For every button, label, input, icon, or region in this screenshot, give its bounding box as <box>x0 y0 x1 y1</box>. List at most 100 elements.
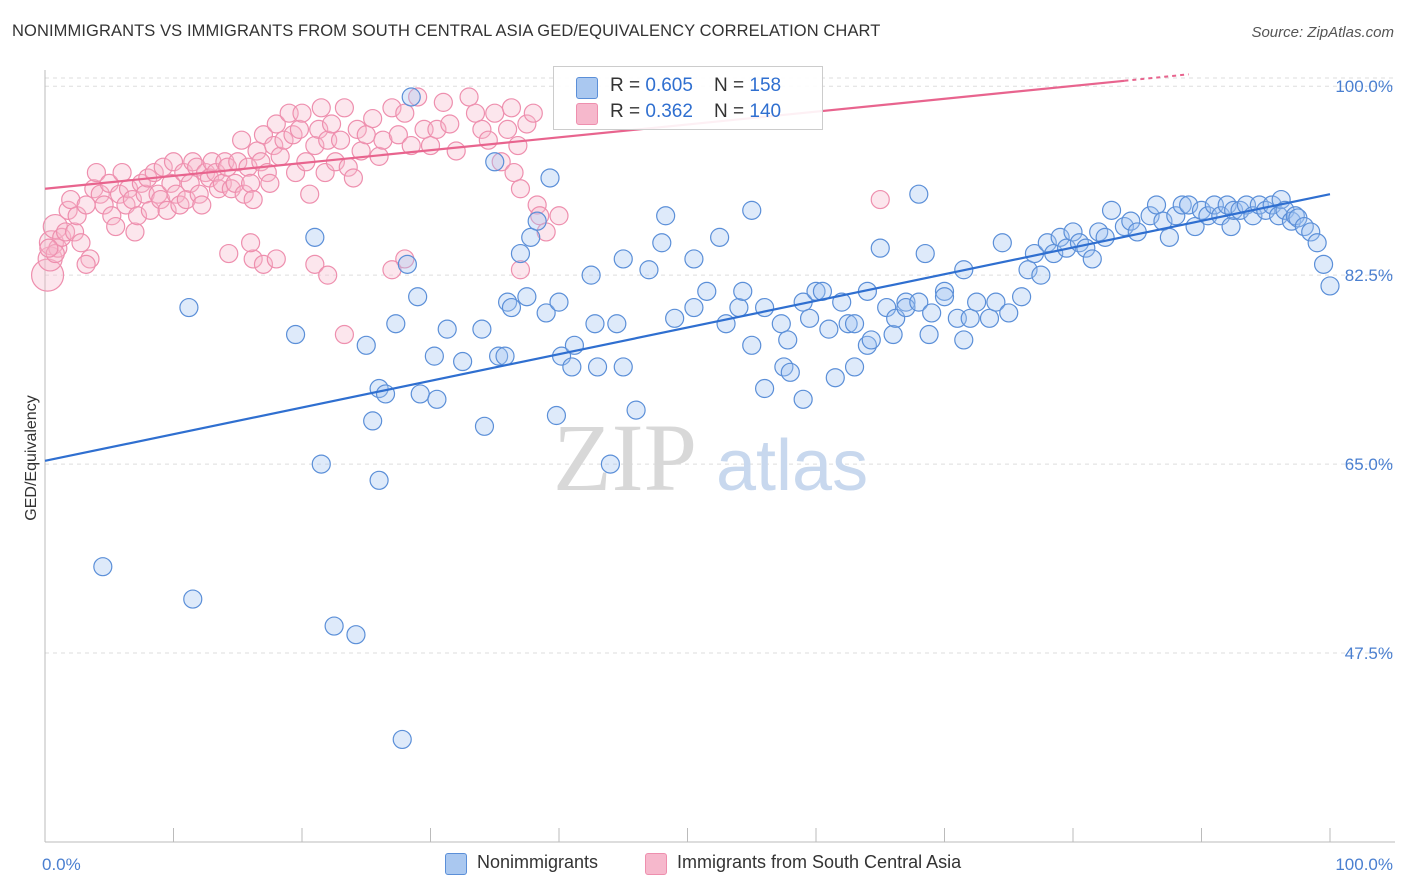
immigrant-point <box>501 98 522 118</box>
nonimmigrant-point <box>861 330 881 350</box>
nonimmigrant-point <box>684 249 704 269</box>
immigrant-point <box>45 243 65 264</box>
immigrant-point <box>102 206 122 226</box>
nonimmigrant-point <box>992 233 1012 253</box>
immigrant-point <box>395 103 415 123</box>
immigrant-point <box>221 179 241 199</box>
x-tick-label-min: 0.0% <box>42 855 81 874</box>
nonimmigrant-point <box>825 368 845 388</box>
immigrant-point <box>76 254 96 274</box>
immigrant-point <box>266 114 286 134</box>
nonimmigrant-point <box>375 384 396 404</box>
immigrant-point <box>232 130 252 150</box>
nonimmigrant-point <box>1307 233 1327 253</box>
nonimmigrant-point <box>346 625 366 645</box>
immigrant-point <box>382 98 402 118</box>
immigrant-point <box>243 189 263 210</box>
nonimmigrant-point <box>1159 227 1179 247</box>
nonimmigrant-point <box>613 249 633 269</box>
immigrant-point <box>325 152 346 172</box>
immigrant-point <box>243 249 263 269</box>
nonimmigrant-point <box>363 411 383 431</box>
immigrant-point <box>80 249 100 269</box>
nonimmigrant-point <box>733 281 753 301</box>
immigrant-point <box>459 87 479 107</box>
chart-title: NONIMMIGRANTS VS IMMIGRANTS FROM SOUTH C… <box>12 22 881 40</box>
nonimmigrant-point <box>1018 260 1038 280</box>
y-tick-label: 65.0% <box>1345 455 1393 474</box>
immigrant-point <box>86 162 107 183</box>
immigrant-point <box>170 195 190 215</box>
immigrant-point <box>270 146 290 166</box>
correlation-legend: R = 0.605 N = 158 R = 0.362 N = 140 <box>553 66 823 130</box>
nonimmigrant-point <box>954 330 974 350</box>
nonimmigrant-point <box>999 303 1019 323</box>
nonimmigrant-point <box>1320 276 1340 296</box>
immigrant-point <box>408 87 428 107</box>
watermark: ZIP atlas <box>553 404 868 511</box>
nonimmigrant-point <box>527 211 547 231</box>
tick-labels: 47.5% 65.0% 82.5% 100.0% 0.0% 100.0% <box>42 77 1393 874</box>
nonimmigrant-point <box>397 254 417 274</box>
immigrant-point <box>401 135 421 156</box>
nonimmigrant-point <box>401 87 421 107</box>
trend-lines <box>44 73 1331 462</box>
immigrant-point <box>321 114 342 134</box>
x-tick-label-max: 100.0% <box>1335 855 1393 874</box>
nonimmigrant-point <box>1063 222 1083 242</box>
nonimmigrant-point <box>1301 222 1321 242</box>
immigrant-point <box>176 189 196 210</box>
immigrant-point <box>127 206 148 226</box>
nonimmigrant-point <box>311 454 331 474</box>
nonimmigrant-point <box>540 168 560 188</box>
nonimmigrant-point <box>626 400 646 420</box>
immigrant-point <box>363 108 383 129</box>
immigrant-point <box>318 265 338 285</box>
nonimmigrant-point <box>1146 195 1167 215</box>
nonimmigrant-point <box>489 346 509 366</box>
nonimmigrant-point <box>832 292 852 312</box>
nonimmigrant-point <box>742 200 762 220</box>
trend-line-nonimmigrants <box>44 193 1331 462</box>
legend-swatch-nonimmigrants <box>445 853 467 875</box>
immigrant-point <box>161 173 181 193</box>
nonimmigrant-point <box>1121 211 1141 231</box>
nonimmigrant-point <box>915 243 935 264</box>
immigrant-point <box>39 238 59 258</box>
immigrant-point <box>517 114 537 134</box>
nonimmigrant-point <box>652 233 672 253</box>
immigrant-point <box>491 152 511 172</box>
nonimmigrant-point <box>613 357 633 377</box>
nonimmigrant-point <box>305 227 325 247</box>
nonimmigrant-point <box>742 335 762 355</box>
immigrant-point <box>187 157 207 177</box>
immigrant-point <box>183 152 203 172</box>
nonimmigrant-point <box>697 281 717 301</box>
immigrant-point <box>485 103 505 123</box>
immigrant-point <box>234 184 254 204</box>
nonimmigrant-point <box>549 292 569 312</box>
immigrant-point <box>446 141 466 161</box>
source-label: Source: ZipAtlas.com <box>1251 24 1394 41</box>
nonimmigrant-point <box>1191 200 1212 220</box>
immigrant-point <box>388 125 408 145</box>
immigrant-point <box>510 260 531 280</box>
nonimmigrant-point <box>453 351 473 372</box>
nonimmigrant-point <box>799 308 820 328</box>
nonimmigrant-point <box>427 389 447 409</box>
nonimmigrant-point <box>665 308 685 328</box>
immigrant-point <box>253 254 274 274</box>
legend-label-nonimmigrants: Nonimmigrants <box>477 852 599 872</box>
nonimmigrant-point <box>1166 206 1186 226</box>
nonimmigrant-point <box>1140 206 1160 226</box>
immigrant-point <box>241 173 261 193</box>
nonimmigrant-point <box>883 324 903 345</box>
immigrant-point <box>478 130 498 150</box>
nonimmigrant-point <box>771 314 791 334</box>
immigrant-point <box>395 249 415 269</box>
nonimmigrant-point <box>909 292 929 312</box>
nonimmigrant-point <box>1011 287 1032 307</box>
immigrant-point <box>356 125 376 145</box>
nonimmigrant-point <box>909 184 929 204</box>
